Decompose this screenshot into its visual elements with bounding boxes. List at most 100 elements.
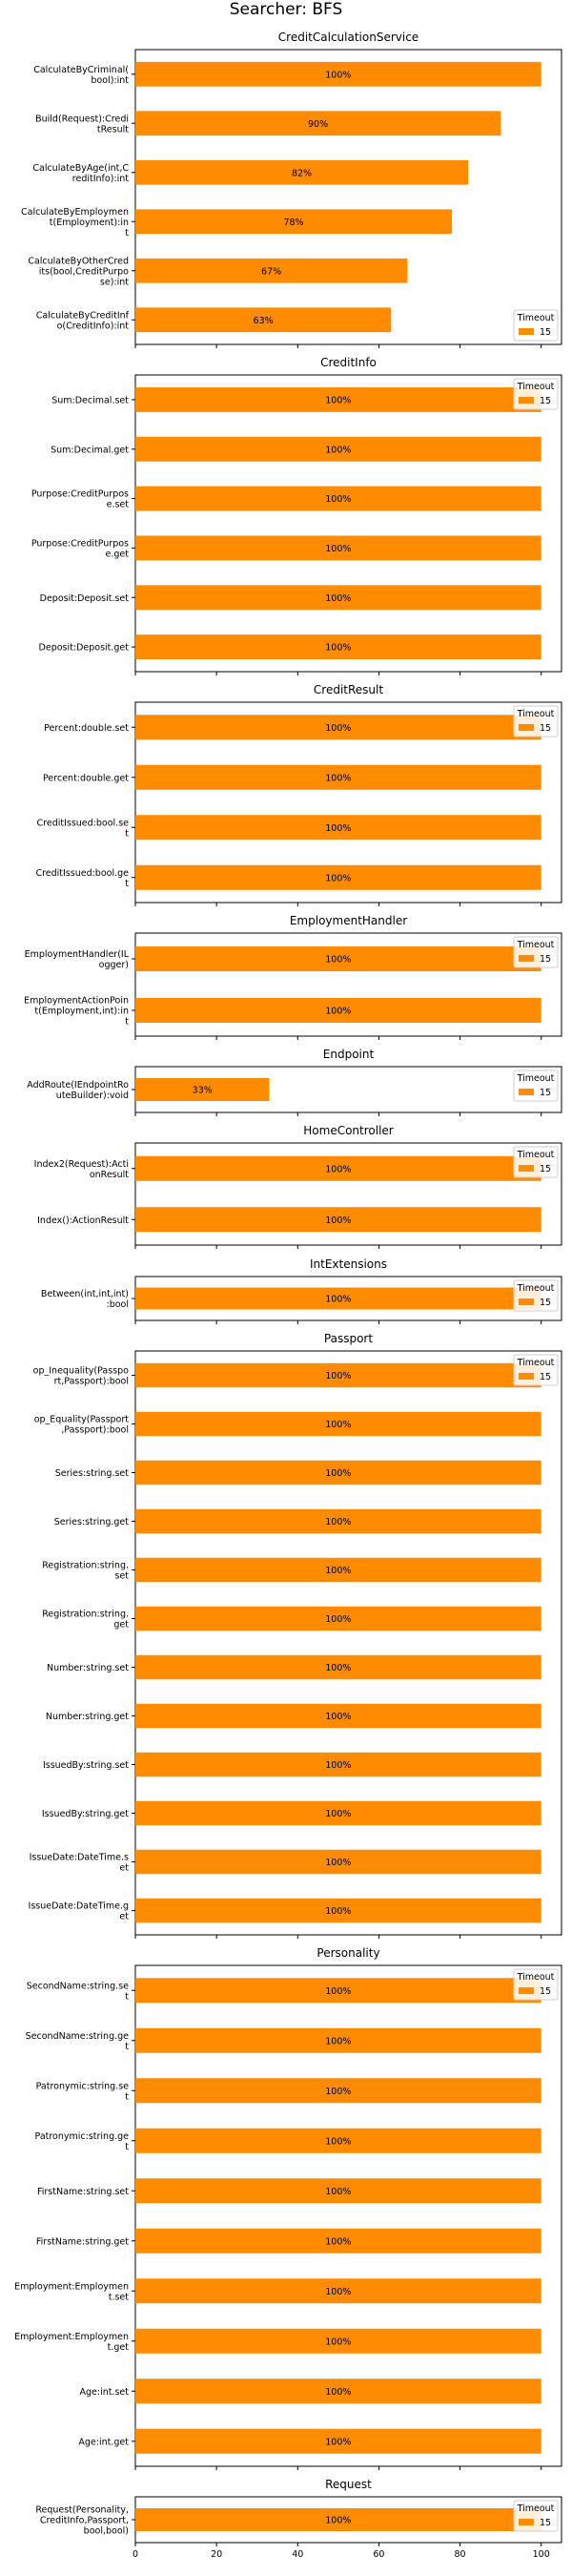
y-tick-label: se):int bbox=[100, 277, 129, 287]
x-tick-label: 0 bbox=[133, 2549, 138, 2560]
chart-title: CreditResult bbox=[314, 683, 383, 696]
bar bbox=[135, 2508, 541, 2531]
y-tick-label: get bbox=[113, 1620, 129, 1631]
legend-swatch bbox=[519, 1165, 534, 1172]
legend: Timeout 15 bbox=[513, 1968, 559, 2001]
data-label: 100% bbox=[325, 593, 351, 604]
x-tick-label: 40 bbox=[292, 2549, 303, 2560]
y-tick-label: FirstName:string.get bbox=[36, 2236, 129, 2247]
y-tick-label: CalculateByAge(int,C bbox=[32, 163, 129, 174]
y-tick-label: t bbox=[125, 879, 129, 889]
data-label: 100% bbox=[325, 2387, 351, 2398]
data-label: 100% bbox=[325, 2516, 351, 2526]
legend-title: Timeout bbox=[517, 1358, 555, 1368]
y-tick-label: Deposit:Deposit.set bbox=[40, 593, 130, 604]
legend: Timeout 15 bbox=[513, 1070, 559, 1102]
y-tick-label: onResult bbox=[90, 1170, 129, 1180]
y-tick-label: Index2(Request):Acti bbox=[34, 1159, 129, 1170]
bar bbox=[135, 1207, 541, 1233]
y-tick-label: Registration:string. bbox=[42, 1610, 129, 1620]
legend-title: Timeout bbox=[517, 2503, 555, 2514]
chart-title: Personality bbox=[317, 1946, 379, 1960]
chart-title: Passport bbox=[324, 1332, 373, 1345]
bar bbox=[135, 2178, 541, 2204]
bar bbox=[135, 815, 541, 841]
data-label: 100% bbox=[325, 1614, 351, 1625]
y-tick-label: Age:int.set bbox=[80, 2387, 130, 2398]
y-tick-label: reditInfo):int bbox=[72, 174, 129, 184]
chart-panel: Passport 100% op_Inequality(Passport,Passp… bbox=[29, 1332, 562, 1939]
legend-label: 15 bbox=[540, 327, 551, 338]
y-tick-label: FirstName:string.set bbox=[37, 2187, 129, 2197]
chart-title: Request bbox=[325, 2478, 372, 2491]
y-tick-label: t(Employment,int):in bbox=[34, 1007, 129, 1017]
chart-panel: CreditCalculationService 100% CalculateByC… bbox=[21, 31, 562, 348]
y-tick-label: t(Employment):in bbox=[50, 218, 129, 228]
legend-swatch bbox=[519, 955, 534, 962]
data-label: 100% bbox=[325, 1986, 351, 1997]
legend-title: Timeout bbox=[517, 1972, 555, 1983]
data-label: 100% bbox=[325, 2087, 351, 2097]
data-label: 100% bbox=[325, 1663, 351, 1673]
y-tick-label: t bbox=[125, 1991, 129, 2002]
legend: Timeout 15 bbox=[513, 1354, 559, 1386]
data-label: 100% bbox=[325, 773, 351, 783]
y-tick-label: IssueDate:DateTime.s bbox=[30, 1853, 129, 1863]
data-label: 78% bbox=[283, 218, 303, 228]
legend-swatch bbox=[519, 1089, 534, 1095]
bar bbox=[135, 715, 541, 740]
data-label: 100% bbox=[325, 1906, 351, 1917]
y-tick-label: Registration:string. bbox=[42, 1561, 129, 1571]
data-label: 100% bbox=[325, 1760, 351, 1771]
data-label: 63% bbox=[254, 316, 274, 326]
bar bbox=[135, 2428, 541, 2454]
y-tick-label: CreditIssued:bool.se bbox=[37, 818, 130, 828]
bar bbox=[135, 1460, 541, 1485]
y-tick-label: Percent:double.get bbox=[43, 773, 129, 783]
y-tick-label: Series:string.get bbox=[54, 1517, 130, 1527]
y-tick-label: e.set bbox=[107, 500, 130, 510]
y-tick-label: AddRoute(IEndpointRo bbox=[27, 1080, 129, 1091]
y-tick-label: t bbox=[125, 828, 129, 839]
y-tick-label: Sum:Decimal.set bbox=[51, 395, 129, 405]
data-label: 100% bbox=[325, 2036, 351, 2046]
legend-swatch bbox=[519, 328, 534, 335]
bar bbox=[135, 2128, 541, 2153]
bar bbox=[135, 258, 408, 283]
y-tick-label: IssuedBy:string.set bbox=[43, 1760, 129, 1771]
y-tick-label: t bbox=[125, 2091, 129, 2102]
y-tick-label: SecondName:string.ge bbox=[26, 2031, 130, 2042]
legend: Timeout 15 bbox=[513, 1279, 559, 1312]
y-tick-label: Build(Request):Credi bbox=[35, 114, 129, 124]
bar bbox=[135, 1849, 541, 1875]
y-tick-label: SecondName:string.se bbox=[27, 1981, 129, 1991]
y-tick-label: tResult bbox=[97, 124, 129, 135]
legend-label: 15 bbox=[540, 2518, 551, 2528]
data-label: 100% bbox=[325, 1517, 351, 1527]
legend-title: Timeout bbox=[517, 709, 555, 719]
y-tick-label: CalculateByEmploymen bbox=[21, 207, 129, 218]
legend-label: 15 bbox=[540, 396, 551, 406]
y-tick-label: t.set bbox=[109, 2292, 130, 2302]
data-label: 100% bbox=[325, 2337, 351, 2347]
bar bbox=[135, 535, 541, 561]
data-label: 100% bbox=[325, 1468, 351, 1479]
data-label: 100% bbox=[325, 445, 351, 455]
bar bbox=[135, 486, 541, 511]
data-label: 33% bbox=[193, 1086, 213, 1096]
plot-frame bbox=[134, 49, 562, 345]
legend-swatch bbox=[519, 1298, 534, 1305]
y-tick-label: et bbox=[119, 1912, 129, 1922]
y-tick-label: EmploymentActionPoin bbox=[24, 996, 129, 1007]
legend-title: Timeout bbox=[517, 1150, 555, 1160]
y-tick-label: CalculateByOtherCred bbox=[28, 256, 129, 266]
y-tick-label: o(CreditInfo):int bbox=[57, 321, 130, 331]
chart-title: CreditCalculationService bbox=[278, 31, 419, 44]
y-tick-label: e.get bbox=[106, 549, 130, 559]
chart-panel: Endpoint 33% AddRoute(IEndpointRouteBuilde… bbox=[27, 1048, 562, 1116]
bar bbox=[135, 2278, 541, 2304]
data-label: 100% bbox=[325, 494, 351, 505]
bar bbox=[135, 159, 469, 185]
data-label: 100% bbox=[325, 70, 351, 80]
y-tick-label: Employment:Employmen bbox=[14, 2281, 129, 2292]
